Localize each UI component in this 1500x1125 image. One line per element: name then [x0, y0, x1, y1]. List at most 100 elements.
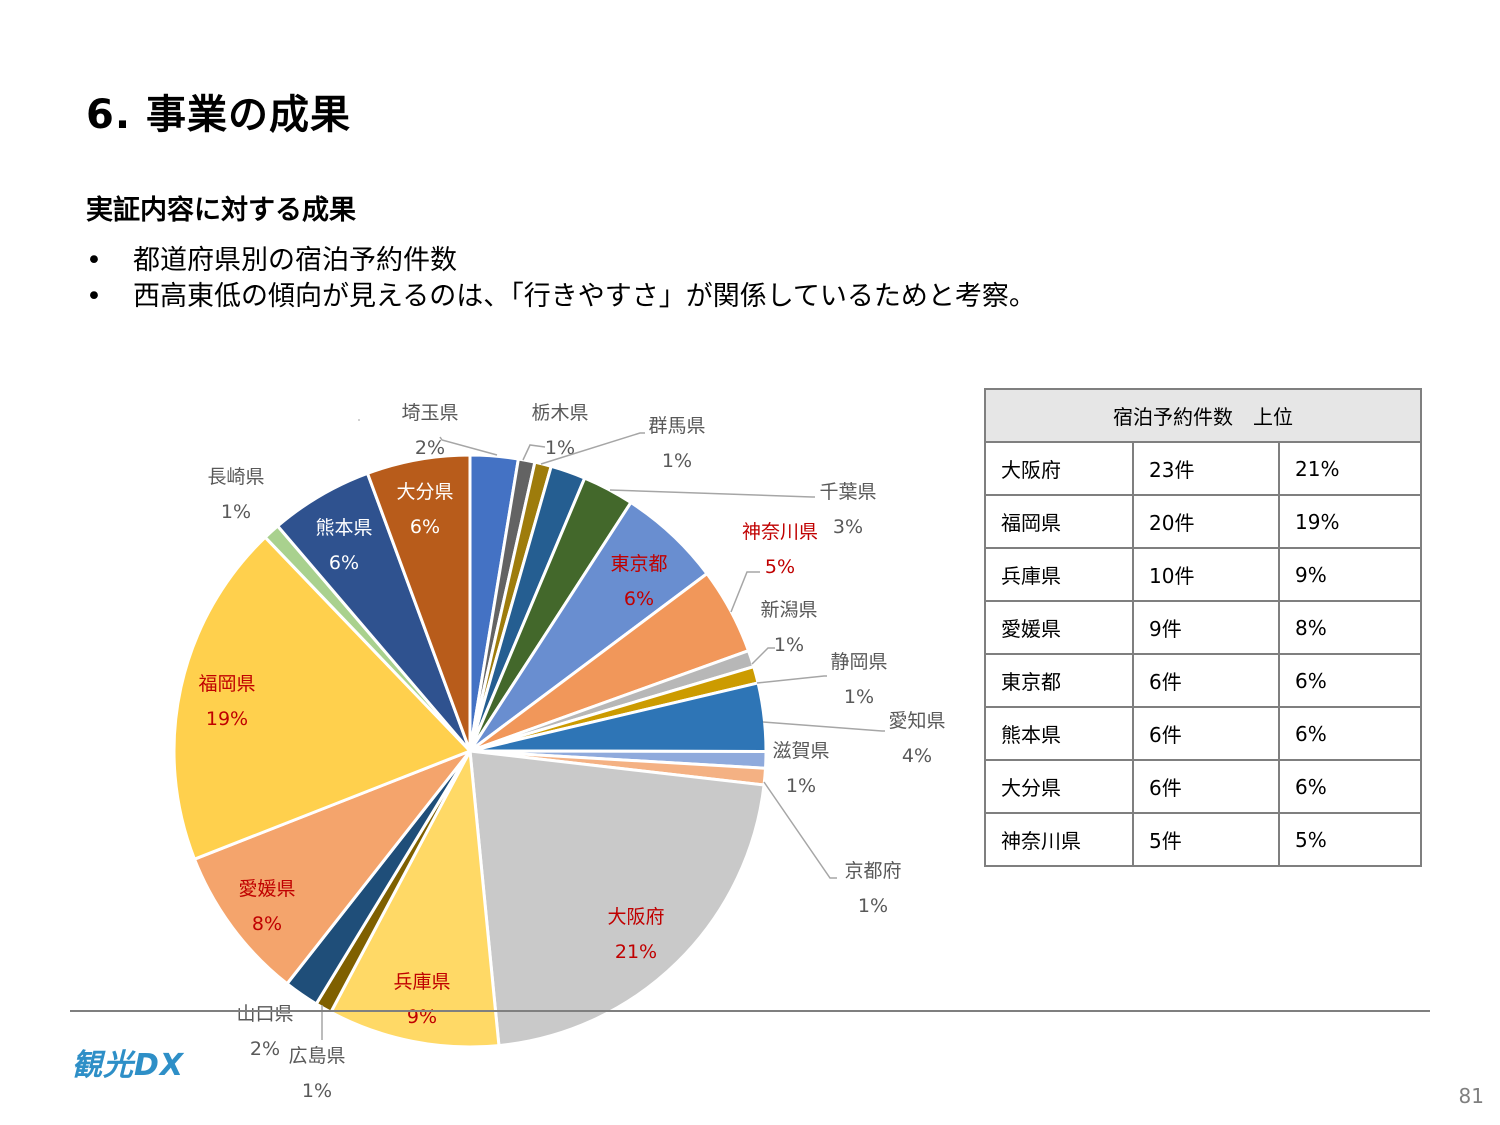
slice-percent-label: 19% [206, 708, 248, 730]
slice-percent-label: 6% [624, 588, 654, 610]
slice-name-label: 東京都 [610, 553, 667, 575]
count-cell: 6件 [1132, 706, 1280, 761]
slice-percent-label: 2% [415, 437, 445, 459]
slice-name-label: 滋賀県 [772, 740, 829, 762]
prefecture-cell: 神奈川県 [984, 812, 1134, 867]
page-number: 81 [1458, 1084, 1484, 1108]
count-cell: 10件 [1132, 547, 1280, 602]
table-row: 熊本県 6件 6% [984, 706, 1422, 761]
bullet-text: 西高東低の傾向が見えるのは、「行きやすさ」が関係しているためと考察。 [133, 281, 1036, 312]
count-cell: 23件 [1132, 441, 1280, 496]
footer-divider [70, 1010, 1430, 1012]
slice-name-label: 埼玉県 [401, 402, 458, 424]
table-row: 福岡県 20件 19% [984, 494, 1422, 549]
percent-cell: 5% [1278, 812, 1422, 867]
slice-percent-label: 2% [250, 1038, 280, 1060]
slice-percent-label: 1% [545, 437, 575, 459]
slice-percent-label: 1% [662, 450, 692, 472]
slice-name-label: 栃木県 [531, 402, 588, 424]
slice-name-label: 大分県 [396, 481, 453, 503]
percent-cell: 6% [1278, 706, 1422, 761]
percent-cell: 21% [1278, 441, 1422, 496]
slice-name-label: 兵庫県 [393, 971, 450, 993]
slice-name-label: 愛知県 [888, 710, 945, 732]
slice-percent-label: 1% [858, 895, 888, 917]
pie-slice [365, 453, 472, 752]
count-cell: 6件 [1132, 653, 1280, 708]
slice-name-label: 千葉県 [819, 481, 876, 503]
slice-percent-label: 4% [902, 745, 932, 767]
slice-name-label: 京都府 [844, 860, 901, 882]
table-row: 東京都 6件 6% [984, 653, 1422, 708]
percent-cell: 6% [1278, 759, 1422, 814]
slice-percent-label: 1% [302, 1080, 332, 1100]
prefecture-cell: 愛媛県 [984, 600, 1134, 655]
page-title: 6. 事業の成果 [86, 92, 351, 138]
slice-percent-label: 6% [410, 516, 440, 538]
table-header-row: 宿泊予約件数 上位 [984, 388, 1422, 443]
slice-percent-label: 1% [786, 775, 816, 797]
prefecture-cell: 東京都 [984, 653, 1134, 708]
prefecture-cell: 兵庫県 [984, 547, 1134, 602]
pie-slice [468, 749, 766, 1048]
slice-percent-label: 5% [765, 556, 795, 578]
table-row: 神奈川県 5件 5% [984, 812, 1422, 867]
count-cell: 6件 [1132, 759, 1280, 814]
slice-name-label: 広島県 [288, 1045, 345, 1067]
percent-cell: 9% [1278, 547, 1422, 602]
prefecture-cell: 大分県 [984, 759, 1134, 814]
table-row: 愛媛県 9件 8% [984, 600, 1422, 655]
logo: 観光DX [72, 1048, 185, 1083]
leader-line [439, 436, 498, 456]
slice-name-label: 群馬県 [648, 415, 705, 437]
slice-percent-label: 8% [252, 913, 282, 935]
percent-cell: 19% [1278, 494, 1422, 549]
count-cell: 9件 [1132, 600, 1280, 655]
slice-name-label: 熊本県 [315, 517, 372, 539]
pie-slice [192, 747, 475, 986]
table-row: 大阪府 23件 21% [984, 441, 1422, 496]
section-heading: 実証内容に対する成果 [86, 195, 356, 226]
slice-percent-label: 21% [615, 941, 657, 963]
slice-percent-label: 1% [221, 501, 251, 523]
pie-chart: 埼玉県 2% 栃木県 1% 群馬県 1% 千葉県 3% 東京都 6% 神奈川県 5% 新潟県 1% 静岡県 1… [172, 402, 946, 1100]
slice-name-label: 長崎県 [207, 466, 264, 488]
count-cell: 20件 [1132, 494, 1280, 549]
slice-name-label: 福岡県 [198, 673, 255, 695]
slice-name-label: 山口県 [236, 1003, 293, 1025]
slice-name-label: 愛媛県 [238, 878, 295, 900]
count-cell: 5件 [1132, 812, 1280, 867]
pie-slice [172, 535, 473, 862]
table-header: 宿泊予約件数 上位 [984, 388, 1422, 443]
slice-name-label: 新潟県 [760, 599, 817, 621]
percent-cell: 6% [1278, 653, 1422, 708]
ranking-table: 宿泊予約件数 上位 大阪府 23件 21% 福岡県 20件 19% 兵庫県 10件 9% 愛… [984, 388, 1422, 867]
slice-name-label: 静岡県 [830, 651, 887, 673]
slice-percent-label: 1% [774, 634, 804, 656]
bullet-text: 都道府県別の宿泊予約件数 [133, 245, 457, 276]
percent-cell: 8% [1278, 600, 1422, 655]
bullet-item: • 西高東低の傾向が見えるのは、「行きやすさ」が関係しているためと考察。 [86, 274, 1036, 313]
leader-line [762, 721, 885, 732]
table-row: 兵庫県 10件 9% [984, 547, 1422, 602]
slice-percent-label: 3% [833, 516, 863, 538]
prefecture-cell: 熊本県 [984, 706, 1134, 761]
leader-line [751, 647, 775, 665]
slice-percent-label: 1% [844, 686, 874, 708]
leader-line [540, 432, 645, 465]
pie-slice [328, 745, 501, 1049]
bullet-dot: • [86, 281, 102, 312]
bullet-dot: • [86, 245, 102, 276]
leader-line [763, 781, 837, 879]
slice-name-label: 神奈川県 [742, 521, 818, 543]
table-row: 大分県 6件 6% [984, 759, 1422, 814]
bullet-item: • 都道府県別の宿泊予約件数 [86, 238, 457, 277]
prefecture-cell: 大阪府 [984, 441, 1134, 496]
prefecture-cell: 福岡県 [984, 494, 1134, 549]
slice-percent-label: 6% [329, 552, 359, 574]
leader-line [756, 675, 827, 684]
leader-line [522, 444, 546, 461]
slice-name-label: 大阪府 [607, 906, 664, 928]
leader-line [609, 489, 815, 498]
leader-line [730, 571, 760, 613]
